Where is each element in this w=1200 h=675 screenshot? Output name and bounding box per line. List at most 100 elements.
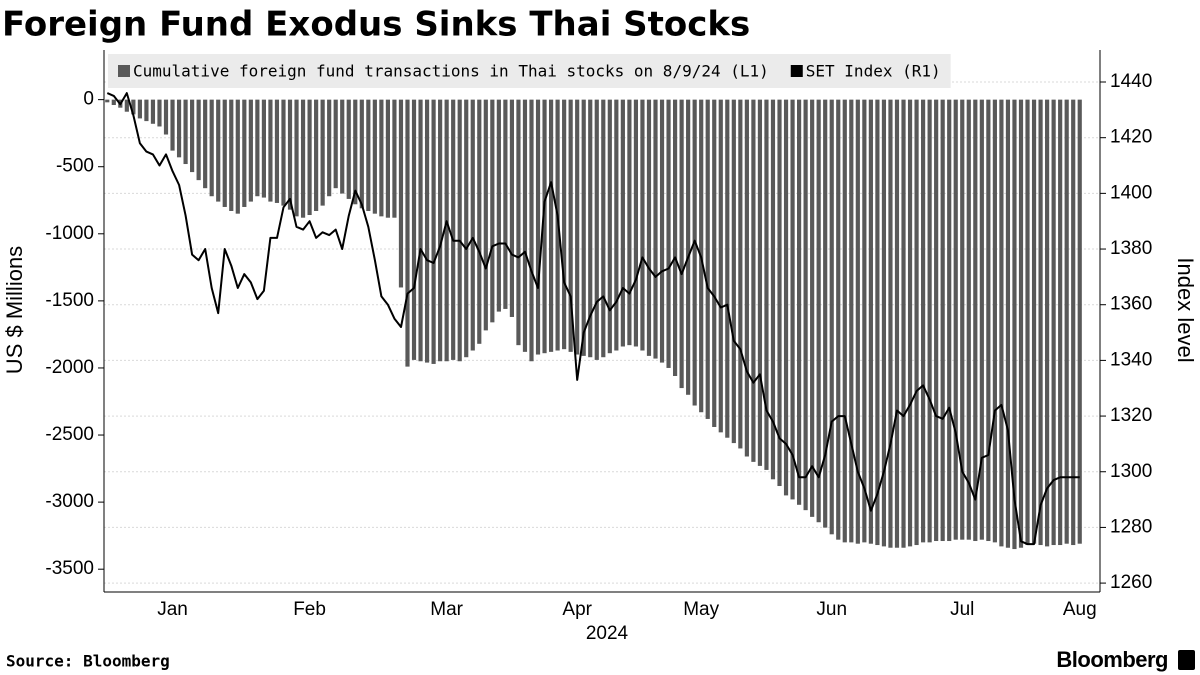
x-tick-label: Mar (430, 599, 463, 620)
y2-tick-label: 1380 (1110, 238, 1152, 259)
y2-tick-label: 1280 (1110, 516, 1152, 537)
bar (1038, 99, 1043, 546)
y2-tick-label: 1420 (1110, 127, 1152, 148)
y-tick-label: 0 (83, 89, 94, 110)
bar (927, 99, 932, 543)
bar (751, 99, 756, 462)
bar (157, 99, 162, 127)
bar (340, 99, 345, 194)
bar (261, 99, 266, 198)
brand-icon (1178, 650, 1195, 670)
x-tick-label: Jan (157, 599, 188, 620)
bar (692, 99, 697, 406)
bar (398, 99, 404, 288)
bar (431, 99, 436, 364)
bar (307, 99, 312, 216)
y2-tick-label: 1400 (1110, 182, 1152, 203)
bar (620, 99, 625, 347)
bar (633, 99, 639, 347)
bar (855, 99, 860, 544)
bar (385, 99, 390, 218)
x-axis-title: 2024 (586, 623, 629, 644)
bar (124, 99, 129, 112)
y-tick-label: -1500 (45, 290, 94, 311)
bar (738, 99, 743, 449)
bar (934, 99, 939, 542)
bar (190, 99, 195, 173)
bar (921, 99, 926, 543)
bar (581, 99, 586, 356)
bar (216, 99, 221, 202)
bar (686, 99, 691, 395)
bar (411, 99, 417, 360)
bar (966, 99, 971, 540)
bar (764, 99, 769, 470)
bar (392, 99, 397, 218)
bar (379, 99, 384, 217)
bar (274, 99, 280, 203)
bar (979, 99, 984, 540)
bar (438, 99, 443, 362)
y2-tick-label: 1360 (1110, 294, 1152, 315)
bar (144, 99, 149, 122)
x-tick-label: Jun (816, 599, 847, 620)
bar (790, 99, 795, 500)
bar (640, 99, 645, 351)
bar (862, 99, 867, 543)
bar (346, 99, 351, 199)
bar (836, 99, 841, 540)
bar (137, 99, 142, 119)
legend-label: Cumulative foreign fund transactions in … (133, 62, 769, 81)
bar (183, 99, 188, 165)
bar (320, 99, 325, 206)
bar (614, 99, 619, 351)
bar (718, 99, 723, 433)
bar (509, 99, 515, 317)
bar (496, 99, 501, 312)
bar (359, 99, 364, 209)
bar (770, 99, 776, 480)
bar (477, 99, 482, 344)
bar (868, 99, 873, 544)
bar (235, 99, 240, 214)
bar (300, 99, 306, 218)
bar (777, 99, 782, 487)
y2-tick-label: 1440 (1110, 71, 1152, 92)
bar (940, 99, 945, 542)
bar (947, 99, 952, 542)
bar (503, 99, 508, 309)
bar (372, 99, 377, 214)
bar (418, 99, 423, 362)
bar (483, 99, 488, 331)
bar (209, 99, 214, 197)
bar (255, 99, 260, 197)
bar (829, 99, 834, 535)
bar (150, 99, 156, 124)
bar (842, 99, 847, 543)
y2-tick-label: 1320 (1110, 405, 1152, 426)
bar (960, 99, 965, 540)
bar (457, 99, 462, 362)
bar (731, 99, 736, 444)
bar (653, 99, 658, 359)
bar (281, 99, 286, 206)
bar (627, 99, 632, 346)
bar (725, 99, 730, 438)
bar (679, 99, 684, 389)
brand: Bloomberg (1056, 647, 1168, 672)
bar (327, 99, 332, 197)
bar (1012, 99, 1017, 550)
chart-title: Foreign Fund Exodus Sinks Thai Stocks (2, 5, 750, 45)
bar (131, 99, 136, 115)
x-tick-label: May (683, 599, 719, 620)
bar (1018, 99, 1024, 548)
bar (424, 99, 430, 363)
legend-box (108, 54, 951, 88)
y-tick-label: -2000 (45, 357, 94, 378)
source: Source: Bloomberg (6, 652, 170, 671)
bar (176, 99, 182, 158)
bar (1045, 99, 1050, 547)
legend-swatch (790, 65, 803, 77)
bar (953, 99, 958, 540)
